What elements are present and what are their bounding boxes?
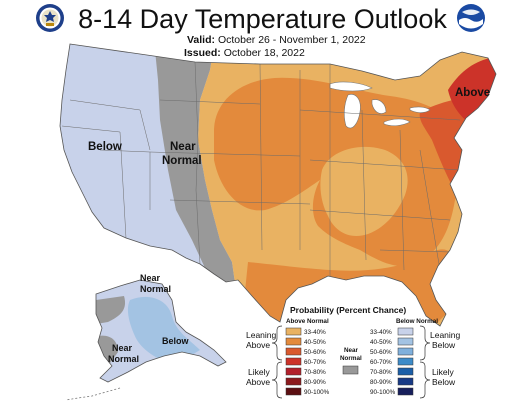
legend-leaning-below-1: Leaning (430, 330, 461, 340)
ak-label-below: Below (162, 336, 190, 346)
ak-label-near-2-line1: Near (112, 343, 133, 353)
legend-above-label-1: 40-50% (304, 339, 326, 346)
legend-above-swatch-1 (285, 337, 302, 346)
commerce-seal-icon (36, 4, 64, 32)
ak-label-near-2-line2: Normal (108, 354, 139, 364)
legend-above-swatch-5 (285, 377, 302, 386)
legend-near-line1: Near (344, 347, 359, 354)
legend-below-label-2: 50-60% (370, 349, 392, 356)
valid-label: Valid: (187, 34, 216, 46)
lake-erie-shape (383, 118, 411, 127)
legend-above-label-6: 90-100% (304, 389, 330, 396)
legend-above-swatch-0 (285, 327, 302, 336)
legend-above-swatch-3 (285, 357, 302, 366)
legend-below-swatch-4 (397, 367, 414, 376)
brace-leaning-above (271, 325, 283, 361)
label-near-line1: Near (170, 141, 196, 153)
legend-below-label-5: 80-90% (370, 379, 392, 386)
issued-label: Issued: (184, 47, 221, 59)
legend-likely-above-2: Above (246, 377, 270, 387)
legend-above-label-2: 50-60% (304, 349, 326, 356)
legend-near-swatch (342, 365, 359, 375)
brace-likely-below (419, 361, 431, 399)
legend-below-swatch-1 (397, 337, 414, 346)
legend-above-label-4: 70-80% (304, 369, 326, 376)
brace-likely-above (271, 361, 283, 399)
legend-above-swatch-2 (285, 347, 302, 356)
label-above: Above (455, 87, 490, 99)
issued-date: October 18, 2022 (223, 47, 305, 59)
map-title: 8-14 Day Temperature Outlook (78, 4, 447, 34)
legend-likely-above-1: Likely (248, 367, 270, 377)
legend-likely-below-1: Likely (432, 367, 454, 377)
aleutian-islands (65, 387, 121, 401)
valid-line: Valid: October 26 - November 1, 2022 (187, 34, 366, 46)
legend-likely-below-2: Below (432, 377, 456, 387)
near-normal-region (154, 44, 236, 290)
state-borders (61, 61, 461, 276)
label-below: Below (88, 141, 122, 153)
canada-mask (360, 44, 446, 76)
legend-below-swatch-0 (397, 327, 414, 336)
legend-below-swatch-5 (397, 377, 414, 386)
legend-above-header: Above Normal (286, 318, 329, 325)
lake-huron-shape (371, 99, 387, 114)
legend-above-swatch-4 (285, 367, 302, 376)
alaska-outline (95, 279, 227, 383)
legend-leaning-above-1: Leaning (246, 330, 277, 340)
legend-title: Probability (Percent Chance) (290, 305, 406, 315)
legend-above-swatches: 33-40% 40-50% 50-60% 60-70% 70-80% 80-90% 90-1… (285, 327, 330, 396)
valid-dates: October 26 - November 1, 2022 (217, 34, 366, 46)
legend-below-label-1: 40-50% (370, 339, 392, 346)
legend-near-line2: Normal (340, 355, 362, 362)
legend-above-label-5: 80-90% (304, 379, 326, 386)
ak-label-near-1-line1: Near (140, 273, 161, 283)
legend-below-label-0: 33-40% (370, 329, 392, 336)
issued-line: Issued: October 18, 2022 (184, 47, 305, 59)
label-near-line2: Normal (162, 155, 202, 167)
lake-ontario-shape (409, 106, 431, 113)
brace-leaning-below (419, 325, 431, 361)
legend: Probability (Percent Chance) Above Norma… (246, 305, 461, 399)
legend-below-header: Below Normal (396, 318, 438, 325)
legend-below-swatches: 33-40% 40-50% 50-60% 60-70% 70-80% 80-90% 90-1… (370, 327, 414, 396)
legend-below-swatch-6 (397, 387, 414, 396)
legend-leaning-above-2: Above (246, 340, 270, 350)
legend-above-swatch-6 (285, 387, 302, 396)
legend-below-label-6: 90-100% (370, 389, 396, 396)
lake-superior-shape (329, 81, 373, 92)
conus-outline (59, 43, 497, 327)
ak-near-north-region (96, 296, 126, 324)
lake-michigan-shape (343, 94, 361, 129)
legend-below-label-4: 70-80% (370, 369, 392, 376)
legend-below-swatch-3 (397, 357, 414, 366)
legend-below-swatch-2 (397, 347, 414, 356)
legend-leaning-below-2: Below (432, 340, 456, 350)
noaa-logo-icon (457, 4, 485, 32)
legend-above-label-3: 60-70% (304, 359, 326, 366)
legend-below-label-3: 60-70% (370, 359, 392, 366)
legend-above-label-0: 33-40% (304, 329, 326, 336)
ak-label-near-1-line2: Normal (140, 284, 171, 294)
ak-below-40-region (127, 296, 200, 365)
